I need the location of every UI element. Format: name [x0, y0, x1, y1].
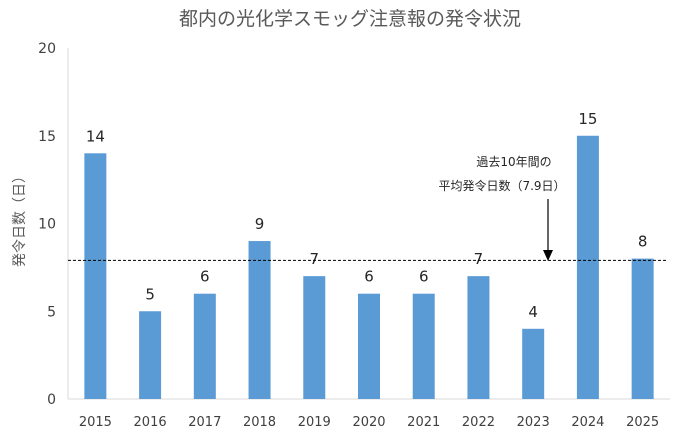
data-label: 6	[200, 268, 210, 286]
data-label: 7	[474, 250, 484, 268]
data-label: 4	[528, 303, 538, 321]
y-tick-label: 10	[38, 217, 56, 233]
chart-title: 都内の光化学スモッグ注意報の発令状況	[179, 8, 521, 30]
bar	[522, 328, 545, 399]
x-tick-label: 2015	[79, 415, 112, 430]
data-labels: 14 5 6 9 7 6 6 7 4 15 8	[86, 110, 648, 321]
bar	[576, 135, 599, 399]
y-tick-label: 15	[38, 129, 56, 145]
x-tick-label: 2017	[188, 415, 221, 430]
bar	[631, 258, 654, 399]
bar	[303, 276, 326, 399]
data-label: 6	[364, 268, 374, 286]
data-label: 15	[578, 110, 597, 128]
y-tick-labels: 0 5 10 15 20	[38, 41, 56, 408]
annotation-line-1: 過去10年間の	[476, 155, 551, 169]
bar	[139, 311, 162, 399]
x-tick-label: 2023	[517, 415, 550, 430]
annotation-line-2: 平均発令日数（7.9日）	[438, 178, 565, 193]
x-tick-labels: 2015 2016 2017 2018 2019 2020 2021 2022 2023 2024…	[79, 415, 659, 430]
data-label: 9	[255, 215, 265, 233]
x-tick-label: 2018	[243, 415, 276, 430]
x-tick-label: 2025	[626, 415, 659, 430]
x-tick-label: 2016	[134, 415, 167, 430]
bars	[84, 135, 654, 399]
data-label: 5	[145, 285, 155, 303]
x-tick-label: 2020	[352, 415, 385, 430]
x-tick-label: 2024	[571, 415, 604, 430]
x-tick-label: 2019	[298, 415, 331, 430]
bar	[467, 276, 490, 399]
x-tick-label: 2022	[462, 415, 495, 430]
y-tick-label: 20	[38, 41, 56, 57]
y-tick-label: 5	[47, 304, 56, 320]
data-label: 14	[86, 127, 105, 145]
y-axis-label: 発令日数（日）	[12, 169, 28, 267]
bar	[358, 293, 380, 399]
bar	[84, 153, 107, 399]
data-label: 6	[419, 268, 429, 286]
annotation-arrow-head	[543, 250, 553, 261]
data-label: 8	[638, 233, 648, 251]
bar	[412, 293, 435, 399]
x-tick-label: 2021	[407, 415, 440, 430]
data-label: 7	[309, 250, 319, 268]
bar	[248, 241, 271, 399]
bar	[193, 293, 216, 399]
y-tick-label: 0	[47, 392, 56, 408]
